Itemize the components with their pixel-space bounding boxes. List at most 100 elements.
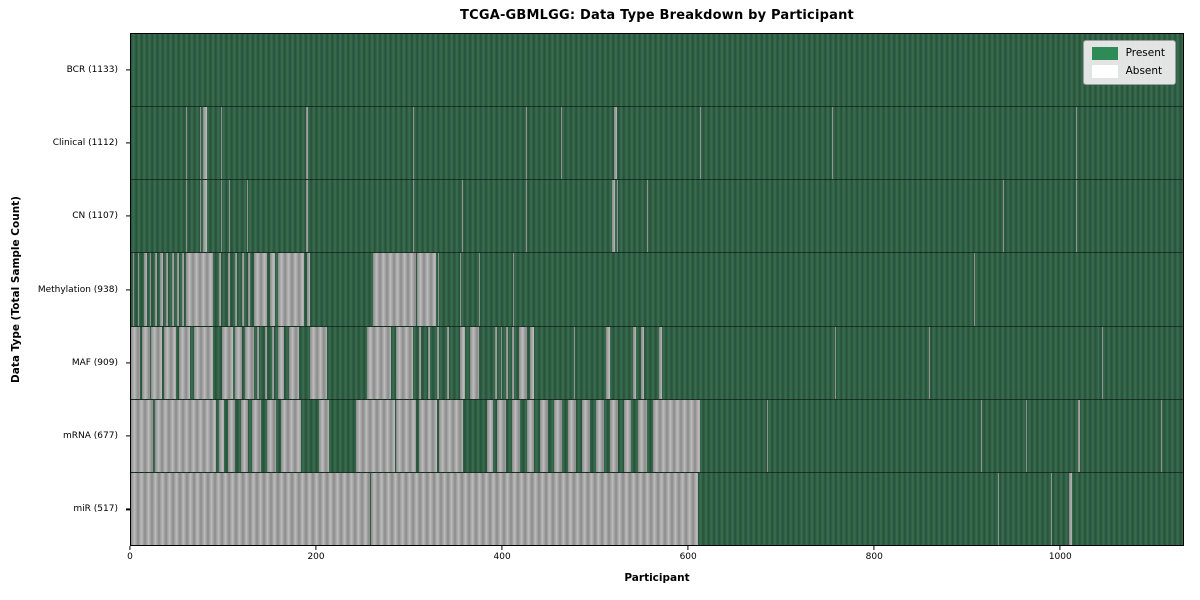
absent-segment [227, 399, 235, 472]
absent-segment [307, 253, 311, 326]
absent-segment [1026, 399, 1027, 472]
x-tick-label: 1000 [1048, 552, 1072, 562]
y-tick-mark [126, 288, 130, 291]
chart-row-Clinical [131, 106, 1183, 180]
x-tick-label: 0 [127, 552, 133, 562]
absent-segment [1020, 472, 1022, 545]
absent-segment [647, 180, 649, 253]
absent-segment [462, 180, 464, 253]
x-tick-mark [315, 546, 317, 550]
absent-segment [277, 326, 285, 399]
absent-segment [240, 399, 248, 472]
absent-segment [525, 180, 527, 253]
y-tick-label: BCR (1133) [66, 64, 118, 75]
absent-segment [1160, 399, 1162, 472]
absent-segment [242, 253, 245, 326]
legend-item-absent: Absent [1091, 65, 1165, 78]
heatmap-rows [131, 34, 1183, 545]
absent-segment [428, 326, 430, 399]
y-tick-mark [126, 142, 130, 144]
absent-segment [185, 107, 187, 180]
absent-segment [234, 253, 237, 326]
x-tick-label: 400 [493, 552, 511, 562]
absent-segment [637, 399, 648, 472]
absent-segment [264, 326, 267, 399]
chart-row-miR [131, 471, 1183, 545]
absent-segment [221, 107, 222, 180]
absent-segment [131, 326, 141, 399]
absent-segment [310, 326, 327, 399]
plot-area: Present Absent [130, 33, 1184, 546]
absent-segment [413, 180, 415, 253]
chart-row-Methylation [131, 252, 1183, 326]
absent-segment [228, 253, 231, 326]
absent-segment [767, 399, 768, 472]
absent-segment [185, 180, 187, 253]
x-tick-label: 800 [865, 552, 883, 562]
absent-segment [221, 326, 234, 399]
absent-segment [272, 326, 274, 399]
absent-segment [234, 326, 243, 399]
absent-segment [980, 399, 982, 472]
absent-segment [519, 326, 527, 399]
absent-segment [525, 107, 527, 180]
absent-segment [179, 326, 191, 399]
y-tick-label: Clinical (1112) [52, 137, 118, 148]
x-tick-mark [501, 546, 503, 550]
absent-segment [418, 399, 438, 472]
absent-segment [659, 326, 663, 399]
absent-segment [511, 399, 521, 472]
absent-segment [203, 107, 208, 180]
absent-segment [171, 253, 174, 326]
x-tick-mark [129, 546, 131, 550]
x-tick-mark [1059, 546, 1061, 550]
absent-segment [530, 326, 534, 399]
absent-segment [251, 399, 261, 472]
absent-segment [834, 326, 836, 399]
absent-segment [596, 399, 604, 472]
absent-segment [1076, 107, 1078, 180]
absent-segment [1068, 472, 1072, 545]
absent-segment [149, 253, 152, 326]
absent-segment [166, 253, 169, 326]
chart-title: TCGA-GBMLGG: Data Type Breakdown by Part… [460, 8, 854, 23]
absent-segment [418, 326, 421, 399]
absent-segment [640, 326, 644, 399]
absent-segment [159, 253, 163, 326]
absent-segment [512, 253, 514, 326]
absent-segment [1002, 180, 1004, 253]
absent-segment [319, 399, 329, 472]
absent-segment [155, 399, 217, 472]
absent-segment [143, 253, 147, 326]
absent-segment [582, 399, 590, 472]
x-tick-mark [873, 546, 875, 550]
absent-segment [281, 399, 301, 472]
absent-segment [1076, 180, 1078, 253]
absent-segment [305, 180, 309, 253]
absent-segment [219, 399, 224, 472]
absent-segment [459, 253, 461, 326]
legend-item-present: Present [1091, 47, 1165, 60]
absent-segment [496, 399, 507, 472]
absent-segment [832, 107, 833, 180]
absent-segment [370, 472, 699, 545]
absent-segment [611, 180, 615, 253]
absent-segment [700, 107, 702, 180]
absent-segment [366, 326, 391, 399]
absent-segment [267, 399, 276, 472]
absent-segment [573, 326, 575, 399]
absent-segment [131, 399, 154, 472]
chart-row-MAF [131, 325, 1183, 399]
absent-segment [568, 399, 576, 472]
absent-segment [606, 326, 611, 399]
absent-segment [245, 326, 255, 399]
y-tick-label: Methylation (938) [37, 284, 118, 295]
present-swatch-icon [1091, 47, 1118, 60]
absent-segment [131, 472, 306, 545]
absent-segment [494, 326, 497, 399]
absent-segment [479, 253, 481, 326]
absent-segment [526, 399, 534, 472]
absent-segment [247, 253, 250, 326]
chart-row-BCR [131, 34, 1183, 107]
absent-segment [413, 107, 415, 180]
